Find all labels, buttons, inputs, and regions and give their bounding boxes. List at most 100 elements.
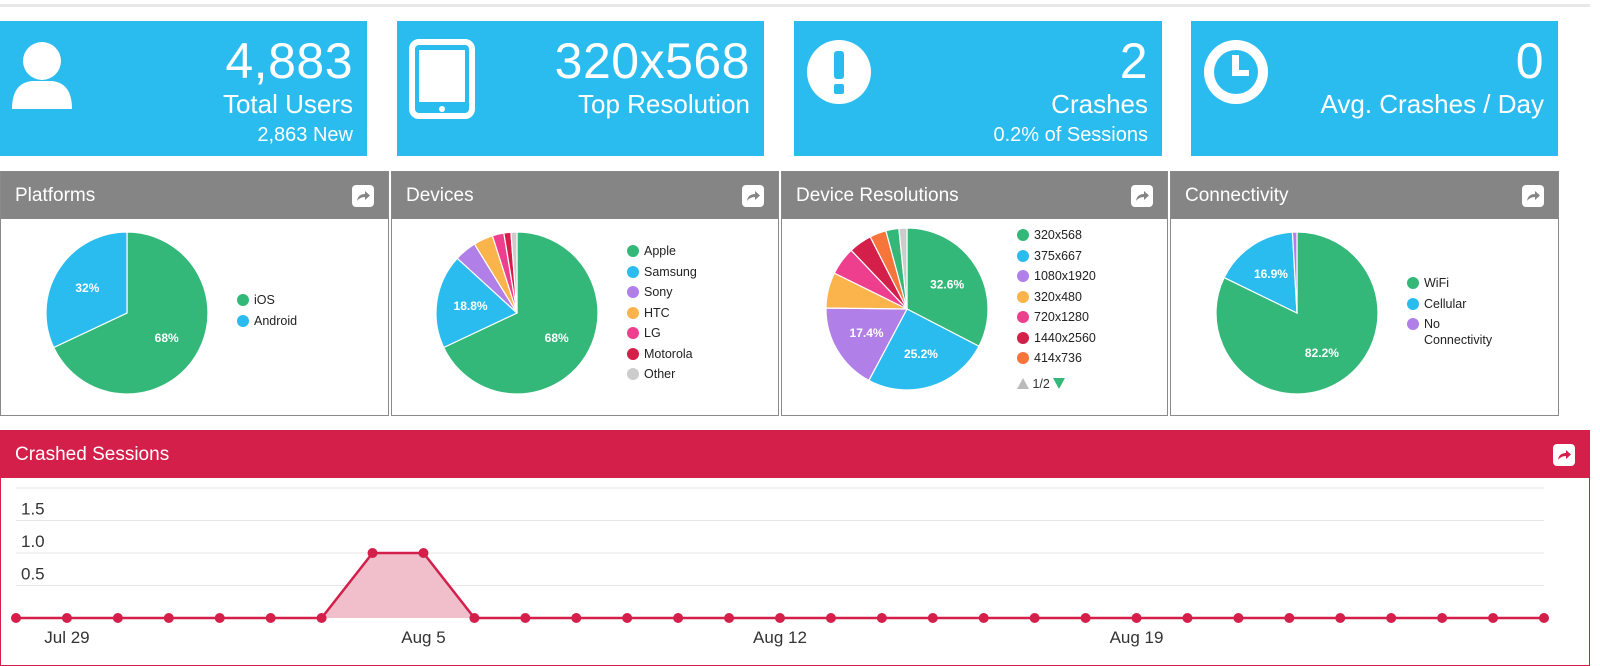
pie-slice-320x568[interactable]: [906, 227, 989, 348]
panel-crashed-sessions: Crashed Sessions 0.5 1.0 1.5 Jul 29 Aug 5 Aug…: [0, 430, 1590, 666]
top-divider: [0, 4, 1590, 7]
data-point[interactable]: [214, 613, 225, 623]
stat-sub: 0.2% of Sessions: [993, 124, 1148, 146]
legend-item[interactable]: 720x1280: [1017, 309, 1096, 330]
data-point[interactable]: [112, 613, 123, 623]
legend-swatch: [627, 327, 639, 339]
pie-slice-unlabeled[interactable]: [898, 227, 908, 310]
pager-up-icon[interactable]: [1017, 378, 1029, 389]
data-point[interactable]: [1131, 613, 1142, 623]
stat-label: Total Users: [222, 89, 353, 119]
panel-devices: Devices 68% 18.8% Apple Samsung Sony HTC LG Mo…: [391, 171, 779, 416]
legend-item[interactable]: 1080x1920: [1017, 268, 1096, 289]
legend-item[interactable]: 414x736: [1017, 350, 1096, 371]
share-icon[interactable]: [742, 185, 764, 207]
legend-item[interactable]: Cellular: [1407, 296, 1527, 317]
data-point[interactable]: [418, 548, 429, 558]
legend-item[interactable]: iOS: [237, 292, 297, 313]
pie-slice-samsung[interactable]: [435, 257, 519, 349]
data-point[interactable]: [927, 613, 938, 623]
share-icon[interactable]: [352, 185, 374, 207]
panel-header: Device Resolutions: [782, 172, 1167, 219]
legend-label: 1440x2560: [1034, 330, 1096, 345]
pager-down-icon[interactable]: [1053, 378, 1066, 389]
connectivity-pie: 82.2% 16.9%: [1215, 231, 1379, 395]
data-point[interactable]: [1335, 613, 1346, 623]
legend-swatch: [1017, 249, 1029, 262]
data-point[interactable]: [978, 613, 989, 623]
legend-swatch: [1017, 331, 1029, 344]
legend-item[interactable]: No Connectivity: [1407, 316, 1527, 352]
legend-label: 720x1280: [1034, 310, 1089, 324]
y-tick-label: 1.0: [21, 532, 45, 551]
data-point[interactable]: [1233, 613, 1244, 623]
legend-item[interactable]: Android: [237, 313, 297, 334]
stat-card-avg-crashes: 0 Avg. Crashes / Day: [1191, 21, 1558, 156]
share-icon[interactable]: [1553, 444, 1575, 466]
data-point[interactable]: [1437, 613, 1448, 623]
data-point[interactable]: [1284, 613, 1295, 623]
user-icon: [12, 42, 72, 109]
legend-item[interactable]: HTC: [627, 305, 697, 326]
data-point[interactable]: [1386, 613, 1397, 623]
legend-item[interactable]: Apple: [627, 243, 697, 264]
stat-value: 320x568: [554, 33, 750, 89]
share-icon[interactable]: [1131, 185, 1153, 207]
pie-slice-android[interactable]: [45, 231, 128, 349]
pie-slice-no-connectivity[interactable]: [1291, 231, 1298, 314]
stat-card-total-users: 4,883 Total Users 2,863 New: [0, 21, 367, 156]
legend-item[interactable]: 375x667: [1017, 248, 1096, 269]
legend-item[interactable]: Samsung: [627, 264, 697, 285]
legend-swatch: [1017, 290, 1029, 303]
data-point[interactable]: [265, 613, 276, 623]
data-point[interactable]: [622, 613, 633, 623]
legend-swatch: [627, 347, 639, 360]
data-point[interactable]: [1488, 613, 1499, 623]
data-point[interactable]: [1182, 613, 1193, 623]
data-point[interactable]: [1080, 613, 1091, 623]
legend-item[interactable]: LG: [627, 325, 697, 346]
legend-label: Android: [254, 313, 298, 328]
legend-swatch: [1407, 297, 1419, 310]
platforms-pie: 68% 32%: [45, 231, 209, 395]
pie-slice-apple[interactable]: [442, 231, 599, 395]
data-point[interactable]: [571, 613, 582, 623]
data-point[interactable]: [11, 613, 21, 623]
data-point[interactable]: [724, 613, 735, 623]
data-point[interactable]: [367, 548, 378, 558]
legend-label: Other: [644, 367, 676, 381]
x-tick-label: Aug 5: [401, 628, 445, 647]
data-point[interactable]: [469, 613, 480, 623]
data-point[interactable]: [1029, 613, 1040, 623]
legend-label: 320x568: [1034, 228, 1082, 242]
pie-slice-cellular[interactable]: [1223, 231, 1298, 314]
data-point[interactable]: [1539, 613, 1549, 623]
legend-item[interactable]: 320x480: [1017, 289, 1096, 310]
resolutions-legend: 320x568 375x667 1080x1920 320x480 720x1280 14…: [1017, 227, 1096, 371]
data-point[interactable]: [61, 613, 72, 623]
data-point[interactable]: [163, 613, 174, 623]
legend-label: Motorola: [644, 346, 693, 361]
data-point[interactable]: [316, 613, 327, 623]
pie-slice-other[interactable]: [510, 231, 518, 314]
data-point[interactable]: [876, 613, 887, 623]
panel-title: Crashed Sessions: [15, 444, 170, 465]
data-point[interactable]: [520, 613, 531, 623]
share-icon[interactable]: [1522, 185, 1544, 207]
legend-item[interactable]: Sony: [627, 284, 697, 305]
data-point[interactable]: [775, 613, 785, 623]
legend-swatch: [1407, 277, 1419, 289]
panel-title: Platforms: [15, 185, 96, 206]
pie-slice-ios[interactable]: [52, 231, 209, 395]
crashed-sessions-chart: 0.5 1.0 1.5 Jul 29 Aug 5 Aug 12 Aug 19: [11, 487, 1549, 647]
data-point[interactable]: [673, 613, 684, 623]
pie-slice-1080x1920[interactable]: [825, 307, 908, 382]
legend-item[interactable]: Motorola: [627, 346, 697, 367]
platforms-legend: iOS Android: [237, 292, 297, 333]
data-point[interactable]: [825, 613, 836, 623]
legend-item[interactable]: 1440x2560: [1017, 330, 1096, 351]
pie-data-label: 32.6%: [930, 278, 964, 292]
legend-item[interactable]: Other: [627, 366, 697, 387]
legend-item[interactable]: WiFi: [1407, 275, 1527, 296]
legend-item[interactable]: 320x568: [1017, 227, 1096, 248]
